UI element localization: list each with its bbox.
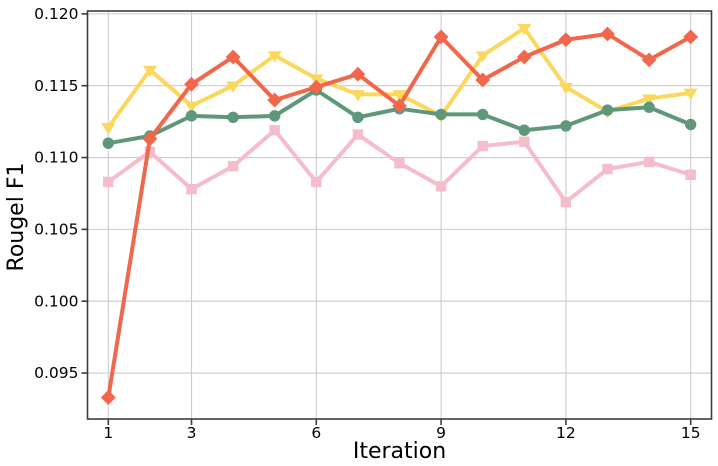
marker-yellow-triangle-series	[226, 81, 241, 93]
marker-orange-diamond-series	[100, 390, 116, 405]
marker-pink-square-series	[560, 196, 572, 208]
marker-orange-diamond-series	[475, 72, 491, 88]
marker-pink-square-series	[435, 181, 447, 192]
marker-pink-square-series	[227, 160, 239, 172]
marker-pink-square-series	[311, 176, 322, 188]
marker-yellow-triangle-series	[558, 82, 573, 95]
plot-border	[86, 10, 713, 420]
marker-yellow-triangle-series	[517, 24, 532, 36]
x-tick-label: 15	[681, 424, 701, 442]
marker-pink-square-series	[144, 146, 156, 157]
marker-pink-square-series	[643, 156, 655, 168]
marker-orange-diamond-series	[142, 131, 158, 147]
marker-yellow-triangle-series	[475, 51, 490, 63]
y-tick-label: 0.110	[34, 149, 78, 167]
marker-pink-square-series	[685, 169, 696, 180]
marker-orange-diamond-series	[267, 92, 283, 108]
marker-pink-square-series	[186, 183, 197, 195]
marker-green-circle-series	[102, 137, 115, 149]
marker-orange-diamond-series	[184, 76, 199, 92]
marker-orange-diamond-series	[516, 49, 532, 65]
marker-green-circle-series	[227, 111, 239, 124]
marker-orange-diamond-series	[392, 98, 407, 114]
marker-orange-diamond-series	[683, 29, 699, 45]
x-tick-label: 9	[436, 424, 446, 442]
marker-yellow-triangle-series	[642, 94, 657, 106]
marker-orange-diamond-series	[433, 29, 449, 45]
x-tick-label: 12	[556, 424, 576, 442]
y-tick-label: 0.105	[34, 221, 78, 239]
marker-yellow-triangle-series	[142, 65, 157, 77]
y-axis-label: Rougel F1	[4, 162, 29, 272]
marker-yellow-triangle-series	[350, 90, 365, 102]
marker-yellow-triangle-series	[101, 123, 116, 135]
y-tick-label: 0.100	[34, 292, 78, 310]
marker-pink-square-series	[394, 158, 405, 169]
marker-green-circle-series	[352, 111, 364, 124]
marker-yellow-triangle-series	[392, 90, 407, 102]
marker-yellow-triangle-series	[184, 101, 199, 113]
marker-green-circle-series	[185, 110, 198, 122]
marker-pink-square-series	[269, 125, 280, 136]
marker-green-circle-series	[518, 124, 530, 136]
marker-pink-square-series	[352, 129, 364, 140]
x-axis-label: Iteration	[352, 439, 447, 464]
marker-pink-square-series	[519, 136, 530, 147]
marker-orange-diamond-series	[558, 32, 574, 48]
x-tick-label: 6	[311, 424, 321, 442]
marker-green-circle-series	[435, 108, 447, 121]
x-tick-label: 3	[187, 424, 197, 442]
marker-orange-diamond-series	[350, 66, 366, 82]
marker-orange-diamond-series	[308, 79, 324, 95]
marker-orange-diamond-series	[600, 26, 615, 42]
marker-pink-square-series	[602, 163, 613, 175]
y-tick-label: 0.115	[34, 77, 78, 95]
marker-orange-diamond-series	[225, 49, 241, 65]
series-line-orange-diamond-series	[106, 31, 693, 400]
marker-green-circle-series	[477, 108, 489, 121]
marker-orange-diamond-series	[641, 52, 657, 68]
marker-green-circle-series	[601, 104, 614, 116]
y-tick-label: 0.120	[34, 5, 78, 23]
marker-yellow-triangle-series	[267, 51, 282, 63]
marker-green-circle-series	[685, 118, 697, 131]
marker-pink-square-series	[103, 176, 114, 188]
marker-pink-square-series	[477, 140, 488, 152]
marker-green-circle-series	[560, 120, 572, 132]
y-tick-label: 0.095	[34, 364, 78, 382]
x-tick-label: 1	[103, 424, 113, 442]
marker-green-circle-series	[643, 101, 655, 113]
marker-green-circle-series	[269, 110, 281, 122]
marker-yellow-triangle-series	[683, 88, 698, 100]
